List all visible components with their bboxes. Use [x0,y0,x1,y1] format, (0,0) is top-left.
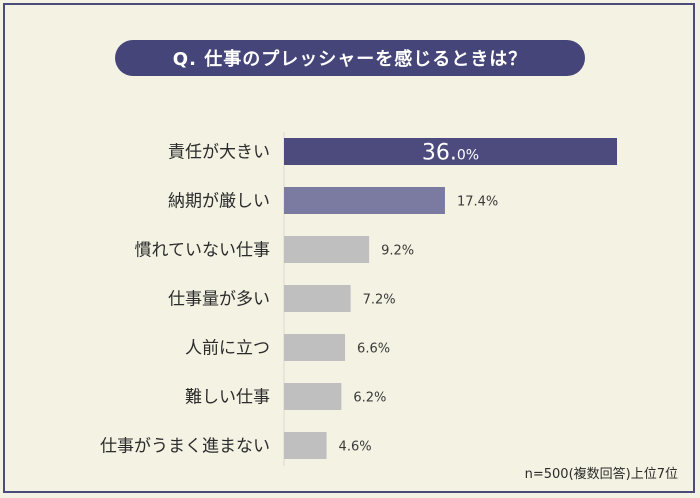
sample-note: n=500(複数回答)上位7位 [524,467,678,482]
value-label: 7.2% [363,293,396,308]
chart-title: Q. 仕事のプレッシャーを感じるときは？ [115,40,585,76]
value-label: 17.4% [457,195,498,210]
category-label: 仕事量が多い [168,290,270,310]
category-label: 責任が大きい [168,143,270,163]
category-label: 慣れていない仕事 [135,241,271,261]
bar [284,334,346,361]
value-label: 6.2% [353,391,386,406]
category-label: 難しい仕事 [185,388,270,408]
value-label: 36.0% [422,141,479,166]
bar [284,138,617,165]
bar [284,383,342,410]
category-label: 仕事がうまく進まない [100,437,270,457]
bars-group: 責任が大きい 36.0% 納期が厳しい 17.4% 慣れていない仕事 9.2% 仕事量が多い… [100,138,617,459]
bar [284,187,445,214]
bar [284,236,370,263]
value-label: 4.6% [339,440,372,455]
category-label: 納期が厳しい [168,192,270,212]
value-label: 6.6% [357,342,390,357]
value-label: 9.2% [381,244,414,259]
category-label: 人前に立つ [185,339,270,359]
bar [284,432,327,459]
bar [284,285,351,312]
